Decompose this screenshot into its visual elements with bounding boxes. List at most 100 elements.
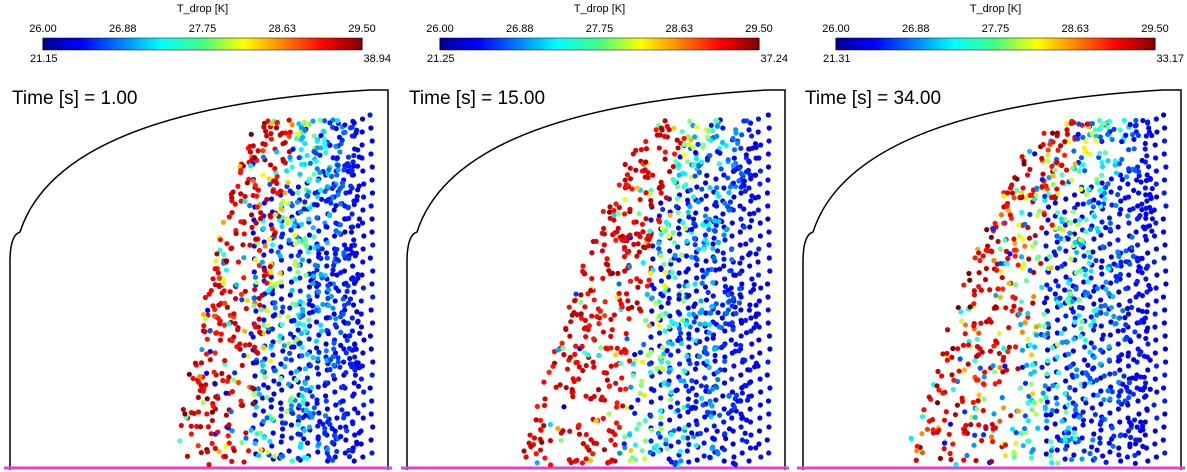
droplet bbox=[615, 225, 621, 231]
droplet bbox=[1118, 458, 1124, 464]
droplet bbox=[574, 359, 580, 365]
droplet bbox=[274, 180, 280, 186]
droplet bbox=[689, 430, 695, 436]
droplet bbox=[658, 200, 664, 206]
droplet bbox=[201, 311, 207, 318]
droplet bbox=[1123, 132, 1129, 138]
droplet bbox=[1161, 424, 1167, 430]
droplet bbox=[361, 181, 367, 187]
droplet bbox=[1041, 130, 1047, 136]
droplet bbox=[352, 367, 358, 373]
droplet bbox=[568, 319, 574, 325]
droplet bbox=[988, 434, 995, 440]
droplet bbox=[747, 419, 754, 425]
droplet bbox=[944, 350, 950, 357]
droplet bbox=[743, 330, 750, 336]
droplet bbox=[306, 258, 312, 264]
droplet bbox=[260, 368, 266, 374]
droplet bbox=[1054, 408, 1060, 414]
droplet bbox=[265, 449, 271, 455]
droplet bbox=[1015, 262, 1021, 268]
droplet bbox=[1049, 460, 1055, 466]
droplet bbox=[738, 145, 744, 151]
droplet bbox=[1094, 312, 1100, 318]
droplet bbox=[702, 348, 708, 354]
droplet bbox=[694, 421, 700, 427]
droplet bbox=[1108, 384, 1114, 390]
droplet bbox=[1152, 311, 1158, 317]
droplet bbox=[1108, 280, 1114, 286]
droplet bbox=[229, 198, 235, 204]
droplet bbox=[681, 171, 688, 177]
droplet bbox=[221, 288, 227, 294]
droplet bbox=[1049, 222, 1055, 228]
droplet bbox=[356, 430, 362, 436]
droplet bbox=[606, 411, 612, 417]
droplet bbox=[1022, 221, 1028, 227]
droplet bbox=[609, 270, 616, 276]
droplet bbox=[1146, 223, 1153, 229]
droplet bbox=[993, 292, 999, 299]
droplet bbox=[194, 423, 200, 430]
droplet bbox=[954, 402, 961, 408]
droplet bbox=[261, 382, 267, 388]
droplet bbox=[243, 430, 249, 436]
droplet bbox=[1146, 282, 1152, 289]
droplet bbox=[278, 201, 284, 208]
droplet bbox=[298, 125, 305, 131]
droplet bbox=[655, 217, 662, 223]
droplet bbox=[294, 199, 301, 205]
droplet bbox=[355, 383, 362, 389]
droplet bbox=[1116, 315, 1122, 321]
droplet bbox=[1163, 203, 1169, 209]
droplet bbox=[1048, 453, 1054, 459]
droplet bbox=[1045, 358, 1051, 364]
droplet bbox=[766, 424, 772, 430]
droplet bbox=[1088, 275, 1094, 281]
droplet bbox=[627, 458, 633, 464]
droplet bbox=[1090, 327, 1097, 333]
droplet bbox=[1097, 187, 1103, 193]
droplet bbox=[212, 445, 218, 451]
droplet bbox=[976, 422, 982, 428]
droplet bbox=[1146, 164, 1152, 170]
droplet bbox=[356, 154, 362, 160]
droplet bbox=[962, 331, 968, 337]
droplet bbox=[997, 418, 1003, 424]
droplet bbox=[330, 372, 336, 379]
droplet bbox=[749, 193, 755, 199]
droplet bbox=[683, 253, 690, 259]
droplet bbox=[626, 264, 633, 270]
droplet bbox=[253, 359, 260, 366]
droplet bbox=[676, 162, 682, 168]
droplet bbox=[750, 286, 757, 293]
droplet bbox=[1072, 436, 1078, 442]
droplet bbox=[1094, 377, 1100, 383]
droplet bbox=[188, 431, 194, 437]
droplet bbox=[1007, 185, 1014, 191]
droplet bbox=[570, 376, 576, 382]
droplet bbox=[738, 216, 744, 222]
droplet bbox=[314, 267, 320, 273]
droplet bbox=[229, 338, 235, 344]
droplet bbox=[914, 448, 920, 454]
droplet bbox=[1115, 224, 1121, 230]
droplet bbox=[673, 387, 679, 394]
droplet bbox=[186, 371, 192, 377]
droplet bbox=[324, 315, 330, 321]
droplet bbox=[934, 383, 940, 389]
droplet bbox=[570, 394, 576, 400]
droplet bbox=[701, 453, 707, 459]
droplet bbox=[737, 292, 743, 298]
droplet bbox=[1140, 224, 1146, 230]
droplet bbox=[635, 241, 641, 247]
droplet bbox=[357, 330, 363, 336]
droplet bbox=[303, 387, 309, 393]
droplet bbox=[672, 240, 678, 246]
droplet bbox=[1074, 367, 1080, 373]
droplet bbox=[1059, 263, 1065, 269]
droplet bbox=[691, 319, 697, 325]
droplet bbox=[533, 417, 539, 423]
droplet bbox=[293, 368, 300, 374]
droplet bbox=[604, 256, 610, 262]
